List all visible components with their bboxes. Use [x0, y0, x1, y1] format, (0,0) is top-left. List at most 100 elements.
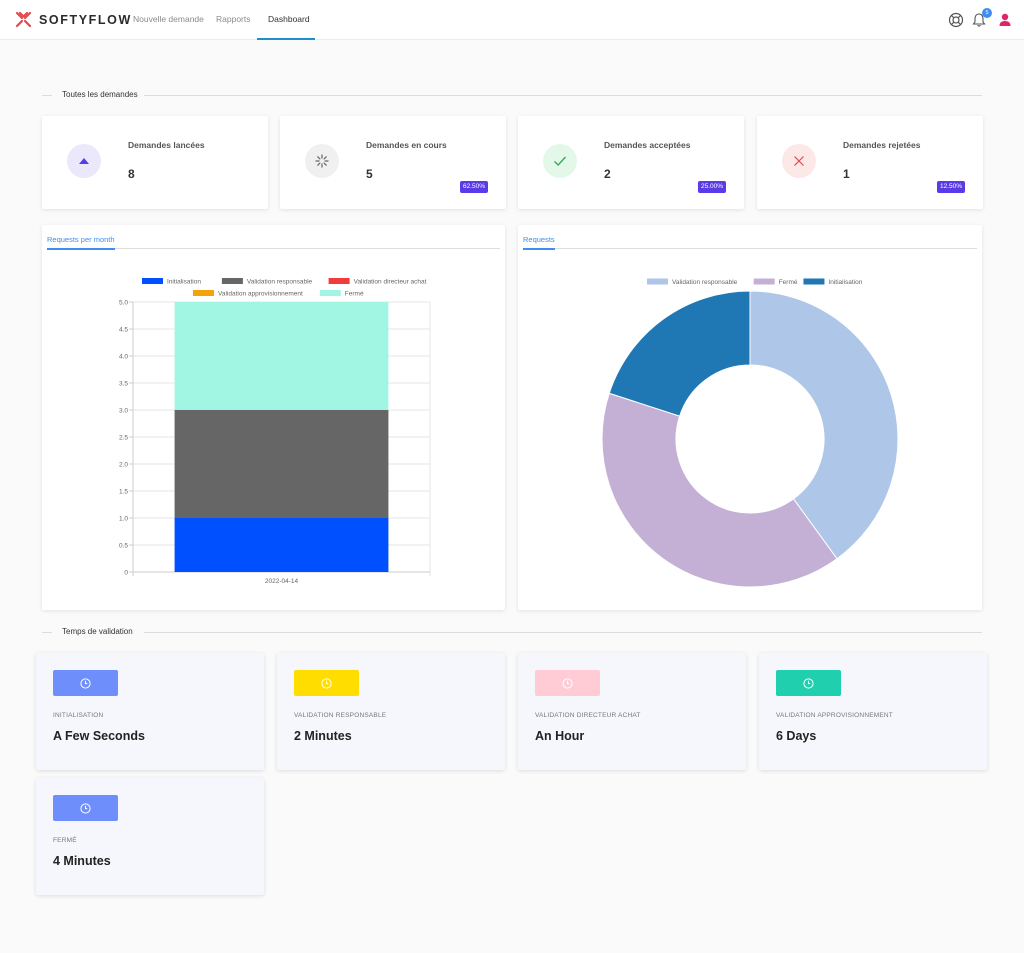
- legend-swatch: [647, 278, 668, 285]
- bar-chart-card: Requests per month Initialisation Validat…: [42, 225, 505, 610]
- y-tick-label: 0.5: [119, 543, 128, 550]
- legend-label: Initialisation: [828, 279, 862, 286]
- stat-card-accepted: Demandes acceptées 2 25.00%: [518, 116, 744, 209]
- stat-percent-badge: 12.50%: [936, 181, 965, 193]
- time-card-ferme: FERMÉ 4 Minutes: [36, 778, 264, 895]
- legend-swatch: [319, 290, 341, 296]
- clock-icon: [803, 677, 814, 689]
- legend-label: Validation responsable: [672, 279, 738, 286]
- stat-value: 8: [128, 167, 135, 181]
- x-tick-label: 2022-04-14: [265, 578, 299, 585]
- nav-nouvelle-demande[interactable]: Nouvelle demande: [133, 14, 204, 24]
- y-tick-label: 3.5: [119, 381, 128, 388]
- stat-title: Demandes rejetées: [843, 140, 921, 150]
- legend-label: Fermé: [345, 291, 364, 298]
- spinner-icon: [305, 144, 339, 178]
- section-all-requests: Toutes les demandes: [42, 89, 982, 101]
- time-clock-button[interactable]: [776, 670, 841, 696]
- tab-requests[interactable]: Requests: [523, 235, 555, 250]
- y-tick-label: 1.5: [119, 489, 128, 496]
- donut-slice: [608, 290, 751, 417]
- time-value: 6 Days: [776, 729, 817, 743]
- bar-segment: [174, 518, 389, 572]
- legend-label: Validation responsable: [247, 279, 313, 286]
- y-tick-label: 1.0: [119, 516, 128, 523]
- time-label: VALIDATION RESPONSABLE: [294, 712, 387, 719]
- time-clock-button[interactable]: [53, 670, 118, 696]
- time-clock-button[interactable]: [53, 795, 118, 821]
- bell-icon[interactable]: [971, 12, 987, 28]
- legend-label: Initialisation: [167, 279, 201, 286]
- stacked-bar-chart: Initialisation Validation responsable Vali…: [119, 278, 431, 585]
- time-value: 4 Minutes: [53, 854, 111, 868]
- clock-icon: [321, 677, 332, 689]
- y-tick-label: 3.0: [119, 408, 128, 415]
- clock-icon: [80, 677, 91, 689]
- tab-requests-per-month[interactable]: Requests per month: [47, 235, 115, 250]
- clock-icon: [562, 677, 573, 689]
- stat-value: 5: [366, 167, 373, 181]
- stat-title: Demandes lancées: [128, 140, 205, 150]
- help-lifebuoy-icon[interactable]: [948, 12, 964, 28]
- stat-title: Demandes acceptées: [604, 140, 691, 150]
- time-label: VALIDATION DIRECTEUR ACHAT: [535, 712, 641, 719]
- legend-label: Fermé: [779, 279, 798, 286]
- time-label: INITIALISATION: [53, 712, 104, 719]
- y-tick-label: 0: [124, 570, 128, 577]
- brand-name: SOFTYFLOW: [39, 12, 132, 27]
- triangle-up-icon: [67, 144, 101, 178]
- stat-card-rejected: Demandes rejetées 1 12.50%: [757, 116, 983, 209]
- stat-percent-badge: 62.50%: [459, 181, 488, 193]
- donut-slice: [749, 290, 899, 560]
- time-value: 2 Minutes: [294, 729, 352, 743]
- y-tick-label: 4.5: [119, 327, 128, 334]
- section-title: Toutes les demandes: [62, 90, 146, 99]
- time-label: VALIDATION APPROVISIONNEMENT: [776, 712, 893, 719]
- time-value: An Hour: [535, 729, 585, 743]
- legend-swatch: [753, 278, 775, 285]
- y-tick-label: 2.5: [119, 435, 128, 442]
- close-icon: [782, 144, 816, 178]
- time-card-validation-directeur-achat: VALIDATION DIRECTEUR ACHAT An Hour: [518, 653, 746, 770]
- user-avatar-icon[interactable]: [997, 12, 1013, 28]
- time-value: A Few Seconds: [53, 729, 145, 743]
- y-tick-label: 2.0: [119, 462, 128, 469]
- nav-rapports[interactable]: Rapports: [216, 14, 251, 24]
- stat-title: Demandes en cours: [366, 140, 447, 150]
- stat-card-launched: Demandes lancées 8: [42, 116, 268, 209]
- brand-logo[interactable]: SOFTYFLOW: [15, 11, 132, 28]
- section-title: Temps de validation: [62, 627, 141, 636]
- stat-card-in-progress: Demandes en cours 5 62.50%: [280, 116, 506, 209]
- stat-value: 2: [604, 167, 611, 181]
- y-tick-label: 4.0: [119, 354, 128, 361]
- legend-swatch: [193, 290, 214, 296]
- brand-logo-icon: [15, 11, 32, 28]
- nav-dashboard[interactable]: Dashboard: [268, 14, 310, 24]
- nav-active-indicator: [257, 38, 315, 40]
- legend-swatch: [328, 278, 350, 284]
- time-clock-button[interactable]: [294, 670, 359, 696]
- time-card-validation-approvisionnement: VALIDATION APPROVISIONNEMENT 6 Days: [759, 653, 987, 770]
- donut-chart: Validation responsable Fermé Initialisatio…: [601, 278, 899, 588]
- stat-percent-badge: 25.00%: [697, 181, 726, 193]
- clock-icon: [80, 802, 91, 814]
- time-label: FERMÉ: [53, 837, 77, 844]
- pie-chart-card: Requests Validation responsable Fermé Init…: [518, 225, 982, 610]
- legend-swatch: [803, 278, 825, 285]
- section-validation-time: Temps de validation: [42, 626, 982, 638]
- check-icon: [543, 144, 577, 178]
- y-tick-label: 5.0: [119, 300, 128, 307]
- time-card-initialisation: INITIALISATION A Few Seconds: [36, 653, 264, 770]
- stat-value: 1: [843, 167, 850, 181]
- time-clock-button[interactable]: [535, 670, 600, 696]
- donut-slice: [601, 392, 838, 588]
- bar-segment: [174, 302, 389, 410]
- notification-badge: 5: [982, 8, 992, 18]
- legend-swatch: [142, 278, 163, 284]
- bar-segment: [174, 410, 389, 518]
- legend-label: Validation directeur achat: [354, 279, 427, 286]
- time-card-validation-responsable: VALIDATION RESPONSABLE 2 Minutes: [277, 653, 505, 770]
- top-navbar: SOFTYFLOW Nouvelle demande Rapports Dash…: [0, 0, 1024, 40]
- legend-label: Validation approvisionnement: [218, 291, 303, 298]
- legend-swatch: [221, 278, 243, 284]
